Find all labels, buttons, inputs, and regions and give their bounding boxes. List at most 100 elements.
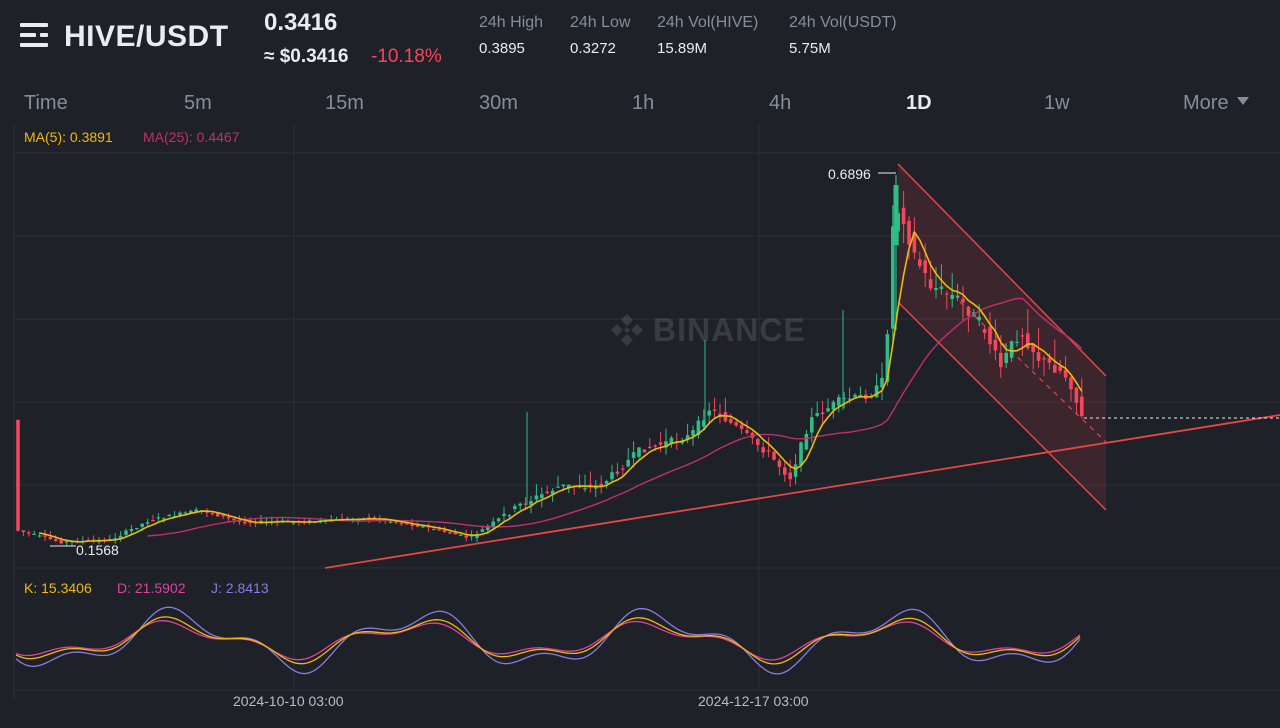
candle-body bbox=[842, 397, 846, 400]
candle-body bbox=[739, 424, 744, 429]
candle-body bbox=[988, 326, 992, 345]
candle-body bbox=[653, 445, 657, 447]
moving-averages bbox=[39, 230, 1083, 543]
candle-body bbox=[977, 316, 981, 321]
candle-body bbox=[685, 435, 690, 440]
candle-body bbox=[729, 419, 733, 423]
candle-body bbox=[853, 394, 857, 397]
candle-body bbox=[545, 491, 549, 494]
ma25-line bbox=[147, 297, 1083, 537]
candle-body bbox=[135, 527, 139, 530]
kdj-j-line bbox=[15, 606, 1081, 675]
candle-body bbox=[858, 394, 863, 397]
binance-watermark: BINANCE bbox=[607, 310, 827, 354]
candle-body bbox=[745, 430, 749, 433]
candle-body bbox=[469, 535, 474, 537]
kdj-k-line bbox=[15, 616, 1081, 665]
candle-body bbox=[669, 437, 674, 445]
candle-body bbox=[901, 207, 906, 225]
candle-body bbox=[912, 232, 917, 253]
candle-body bbox=[145, 522, 150, 524]
candle-body bbox=[464, 535, 468, 538]
candle-body bbox=[291, 522, 296, 524]
candle-body bbox=[939, 286, 944, 289]
candle-body bbox=[815, 413, 819, 416]
candle-body bbox=[621, 468, 625, 470]
candle-body bbox=[961, 298, 965, 303]
candle-body bbox=[243, 521, 247, 524]
candle-body bbox=[124, 530, 128, 535]
candle-body bbox=[826, 408, 830, 412]
candle-body bbox=[642, 449, 647, 453]
candle-body bbox=[388, 521, 393, 523]
ma25-legend: MA(25): 0.4467 bbox=[143, 129, 240, 145]
candle-body bbox=[64, 541, 69, 543]
candle-body bbox=[837, 397, 841, 406]
candle-body bbox=[561, 484, 566, 487]
x-axis-date-label: 2024-12-17 03:00 bbox=[698, 693, 809, 709]
tab-more-label: More bbox=[1183, 92, 1229, 114]
candle-body bbox=[982, 328, 987, 333]
candle-body bbox=[405, 523, 409, 525]
candle-body bbox=[1020, 335, 1025, 337]
candle-body bbox=[156, 517, 161, 519]
price-chart[interactable] bbox=[0, 122, 1280, 728]
candle-body bbox=[891, 226, 895, 329]
tab-1w[interactable]: 1w bbox=[1044, 92, 1070, 114]
candle-body bbox=[831, 401, 836, 410]
candle-body bbox=[1004, 352, 1008, 363]
candle-body bbox=[772, 452, 776, 460]
candle-body bbox=[734, 422, 738, 426]
candle-body bbox=[766, 450, 771, 452]
candle-body bbox=[189, 510, 193, 514]
tab-time[interactable]: Time bbox=[24, 92, 68, 114]
candle-body bbox=[788, 472, 792, 480]
candle-body bbox=[696, 420, 701, 436]
candle-body bbox=[664, 441, 668, 448]
candle-body bbox=[54, 539, 58, 542]
candle-body bbox=[993, 339, 998, 351]
candle-body bbox=[1047, 358, 1052, 363]
last-price: 0.3416 bbox=[264, 9, 338, 36]
tab-1d[interactable]: 1D bbox=[906, 92, 932, 114]
candle-body bbox=[783, 467, 787, 475]
candle-body bbox=[529, 501, 533, 506]
ma5-line bbox=[39, 230, 1083, 543]
tab-15m[interactable]: 15m bbox=[325, 92, 364, 114]
candle-body bbox=[793, 464, 798, 477]
candle-body bbox=[151, 520, 155, 522]
candle-body bbox=[48, 536, 53, 540]
stat-24h-high-value: 0.3895 bbox=[479, 40, 525, 57]
peak-candle-body bbox=[893, 185, 899, 245]
support-trendline bbox=[50, 172, 1280, 569]
stat-24h-vol-hive-label: 24h Vol(HIVE) bbox=[657, 14, 759, 31]
candle-body bbox=[399, 523, 404, 525]
tab-4h[interactable]: 4h bbox=[769, 92, 792, 114]
tab-more[interactable]: More bbox=[1183, 92, 1249, 115]
tab-5m[interactable]: 5m bbox=[184, 92, 212, 114]
candle-body bbox=[437, 529, 441, 531]
candle-body bbox=[966, 306, 971, 316]
candle-body bbox=[259, 520, 263, 522]
channel-fill bbox=[898, 164, 1106, 510]
pair-symbol[interactable]: HIVE/USDT bbox=[64, 20, 229, 53]
x-axis-date-label: 2024-10-10 03:00 bbox=[233, 693, 344, 709]
ticker-header: HIVE/USDT 0.3416 ≈ $0.3416 -10.18% 24h H… bbox=[0, 0, 1280, 80]
tab-1h[interactable]: 1h bbox=[632, 92, 655, 114]
stat-24h-low-label: 24h Low bbox=[570, 14, 631, 31]
candle-body bbox=[550, 490, 555, 495]
tab-30m[interactable]: 30m bbox=[479, 92, 518, 114]
candle-body bbox=[761, 447, 765, 453]
candle-body bbox=[140, 523, 144, 527]
candle-body bbox=[113, 538, 117, 540]
kdj-indicator bbox=[15, 606, 1081, 675]
candle-body bbox=[712, 409, 717, 411]
low-price-label: 0.1568 bbox=[76, 542, 119, 558]
channel-upper-line bbox=[897, 163, 1107, 377]
candle-body bbox=[810, 417, 814, 433]
menu-icon[interactable] bbox=[20, 23, 48, 47]
candle-body bbox=[1036, 352, 1041, 361]
candle-body bbox=[534, 495, 539, 500]
candle-body bbox=[999, 352, 1003, 368]
candle-body bbox=[129, 528, 134, 532]
